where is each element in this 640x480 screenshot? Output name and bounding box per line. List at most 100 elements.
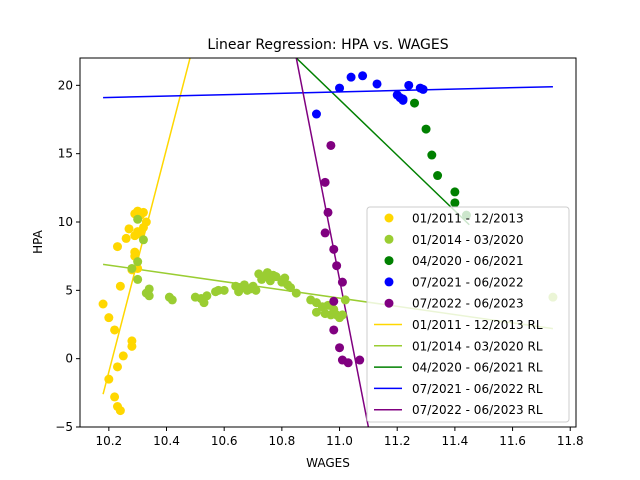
regression-line-5: [295, 58, 370, 427]
data-point-series-4: [418, 84, 428, 94]
data-point-series-2: [133, 274, 143, 284]
legend-label-regression-5: 07/2022 - 06/2023 RL: [412, 403, 543, 417]
y-tick-label: 5: [65, 283, 73, 297]
data-point-series-2: [311, 307, 321, 317]
data-point-series-3: [427, 150, 437, 160]
data-point-series-2: [219, 285, 229, 295]
data-point-series-1: [138, 207, 148, 217]
data-point-series-4: [346, 72, 356, 82]
legend-marker-series-1: [384, 213, 394, 223]
data-point-series-4: [311, 109, 321, 119]
data-point-series-3: [410, 98, 420, 108]
legend-label-series-1: 01/2011 - 12/2013: [412, 212, 524, 226]
data-point-series-1: [115, 281, 125, 291]
legend-label-series-4: 07/2021 - 06/2022: [412, 275, 524, 289]
data-point-series-1: [115, 406, 125, 416]
legend-label-regression-3: 04/2020 - 06/2021 RL: [412, 361, 543, 375]
legend-box: [366, 206, 570, 423]
data-point-series-2: [167, 295, 177, 305]
data-point-series-1: [127, 341, 137, 351]
legend-label-series-5: 07/2022 - 06/2023: [412, 297, 524, 311]
data-point-series-1: [121, 233, 131, 243]
x-tick-label: 10.2: [95, 434, 122, 448]
x-tick-label: 10.8: [269, 434, 296, 448]
legend-marker-series-4: [384, 277, 394, 287]
data-point-series-5: [337, 277, 347, 287]
data-point-series-3: [450, 187, 460, 197]
data-point-series-5: [329, 244, 339, 254]
data-point-series-5: [320, 228, 330, 238]
legend-marker-series-3: [384, 256, 394, 266]
data-point-series-5: [343, 358, 353, 368]
data-point-series-2: [127, 263, 137, 273]
data-point-series-2: [144, 284, 154, 294]
data-point-series-2: [133, 214, 143, 224]
data-point-series-1: [141, 217, 151, 227]
x-tick-label: 11.8: [557, 434, 584, 448]
data-point-series-3: [433, 171, 443, 181]
y-axis-label: HPA: [31, 229, 45, 253]
legend-label-regression-2: 01/2014 - 03/2020 RL: [412, 339, 543, 353]
data-point-series-1: [98, 299, 108, 309]
data-point-series-1: [104, 313, 114, 323]
x-tick-label: 11.4: [442, 434, 469, 448]
data-point-series-1: [112, 362, 122, 372]
data-point-series-2: [144, 291, 154, 301]
x-axis-label: WAGES: [306, 456, 350, 470]
data-point-series-5: [320, 177, 330, 187]
data-point-series-4: [335, 83, 345, 93]
data-point-series-2: [280, 273, 290, 283]
data-point-series-5: [326, 140, 336, 150]
data-point-series-3: [421, 124, 431, 134]
y-tick-label: 15: [58, 147, 73, 161]
regression-line-3: [295, 58, 470, 226]
y-tick-label: 10: [58, 215, 73, 229]
data-point-series-5: [329, 325, 339, 335]
data-point-series-2: [251, 285, 261, 295]
y-tick-label: −5: [55, 420, 73, 434]
data-point-series-1: [112, 242, 122, 252]
data-point-series-4: [404, 80, 414, 90]
legend-marker-series-5: [384, 298, 394, 308]
data-point-series-5: [323, 207, 333, 217]
data-point-series-2: [271, 272, 281, 282]
data-point-series-2: [291, 288, 301, 298]
data-point-series-1: [124, 224, 134, 234]
legend-label-series-3: 04/2020 - 06/2021: [412, 254, 524, 268]
data-point-series-1: [110, 392, 120, 402]
data-point-series-5: [335, 343, 345, 353]
data-point-series-2: [340, 295, 350, 305]
plot-frame: [79, 57, 577, 428]
x-tick-label: 11.2: [384, 434, 411, 448]
legend-label-series-2: 01/2014 - 03/2020: [412, 233, 524, 247]
regression-line-4: [103, 85, 553, 99]
data-point-series-2: [133, 257, 143, 267]
data-point-series-2: [199, 298, 209, 308]
legend-label-regression-1: 01/2011 - 12/2013 RL: [412, 318, 543, 332]
data-point-series-4: [372, 79, 382, 89]
legend-marker-series-2: [384, 234, 394, 244]
legend: 01/2011 - 12/2013 01/2014 - 03/2020 04/202…: [366, 206, 570, 423]
y-tick-label: 20: [58, 78, 73, 92]
y-tick-label: 0: [65, 352, 73, 366]
data-point-series-5: [329, 296, 339, 306]
x-tick-label: 10.4: [153, 434, 180, 448]
data-point-series-4: [398, 94, 408, 104]
data-point-series-2: [202, 291, 212, 301]
x-tick-label: 11.0: [326, 434, 353, 448]
data-point-series-1: [118, 351, 128, 361]
data-point-series-2: [337, 310, 347, 320]
legend-label-regression-4: 07/2021 - 06/2022 RL: [412, 382, 543, 396]
data-point-series-1: [104, 374, 114, 384]
data-point-series-1: [110, 325, 120, 335]
data-point-series-3: [450, 198, 460, 208]
data-point-series-5: [355, 355, 365, 365]
data-point-series-5: [332, 261, 342, 271]
x-tick-label: 10.6: [211, 434, 238, 448]
x-tick-label: 11.6: [499, 434, 526, 448]
chart-title: Linear Regression: HPA vs. WAGES: [207, 37, 448, 53]
regression-line-1: [102, 58, 191, 395]
data-point-series-2: [138, 235, 148, 245]
data-point-series-2: [286, 283, 296, 293]
